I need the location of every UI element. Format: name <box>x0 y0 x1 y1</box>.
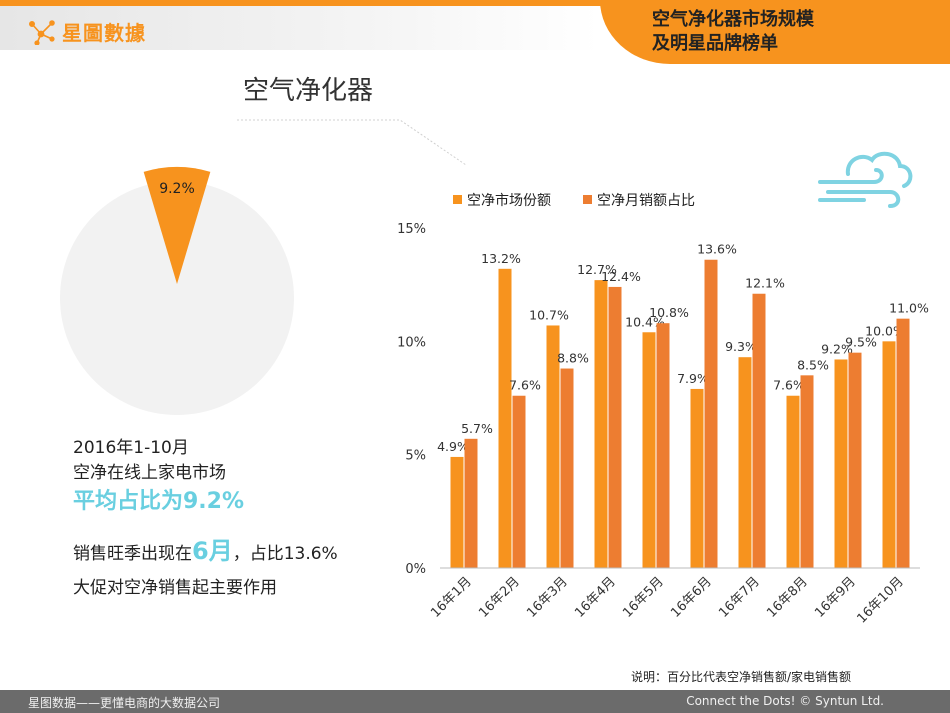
pie-highlight-slice <box>143 166 211 284</box>
data-label: 7.6% <box>509 378 541 393</box>
x-tick-label: 16年3月 <box>524 574 571 621</box>
bar-sales-ratio <box>800 375 814 568</box>
summary-promotion-note: 大促对空净销售起主要作用 <box>73 578 277 598</box>
x-tick-label: 16年10月 <box>854 574 906 626</box>
data-label: 8.5% <box>797 357 829 372</box>
bar-sales-ratio <box>560 368 574 568</box>
bars: 4.9% 5.7% 13.2% 7.6% 10.7% 8.8% 12.7%12.4% 10.4… <box>437 242 929 568</box>
data-label: 10.0% <box>865 323 905 338</box>
brand-logo: 星圖數據 <box>28 17 146 46</box>
bar-sales-ratio <box>848 352 862 568</box>
legend-swatch <box>453 195 462 204</box>
bar-market-share <box>594 280 608 568</box>
legend-swatch <box>583 195 592 204</box>
y-tick-label: 10% <box>397 335 426 350</box>
bar-market-share <box>498 268 512 568</box>
page-title-line-1: 空气净化器市场规模 <box>652 9 814 30</box>
logo-area: 星圖數據 <box>0 6 600 50</box>
peak-month-highlight: 6月 <box>192 537 233 565</box>
summary-period: 2016年1-10月 <box>73 438 189 458</box>
x-axis: 16年1月 16年2月 16年3月 16年4月 16年5月 16年6月 16年7月 16年8月… <box>428 567 920 627</box>
peak-suffix: ，占比13.6% <box>232 544 338 564</box>
bar-sales-ratio <box>608 286 622 568</box>
bar-sales-ratio <box>752 293 766 568</box>
data-label: 7.9% <box>677 371 709 386</box>
bar-sales-ratio <box>896 318 910 568</box>
bar-sales-ratio <box>656 323 670 568</box>
x-tick-label: 16年1月 <box>428 574 475 621</box>
data-label: 4.9% <box>437 439 469 454</box>
summary-peak-season: 销售旺季出现在6月，占比13.6% <box>73 531 338 566</box>
data-label: 12.7% <box>577 262 617 277</box>
bar-market-share <box>690 388 704 568</box>
chart-note: 说明：百分比代表空净销售额/家电销售额 <box>631 670 852 684</box>
x-tick-label: 16年6月 <box>668 574 715 621</box>
data-label: 13.2% <box>481 251 521 266</box>
x-tick-label: 16年2月 <box>476 574 523 621</box>
data-label: 13.6% <box>697 242 737 257</box>
data-label: 12.4% <box>601 269 641 284</box>
data-label: 11.0% <box>889 301 929 316</box>
footer-slogan: 星图数据——更懂电商的大数据公司 <box>28 696 221 710</box>
summary-average-share: 平均占比为9.2% <box>73 489 245 514</box>
footer-copyright: Connect the Dots! © Syntun Ltd. <box>686 694 884 708</box>
data-label: 5.7% <box>461 421 493 436</box>
wind-cloud-icon <box>818 151 913 208</box>
y-tick-label: 0% <box>405 562 426 577</box>
data-label: 7.6% <box>773 378 805 393</box>
pie-connector-line <box>237 119 467 166</box>
x-tick-label: 16年5月 <box>620 574 667 621</box>
x-tick-label: 16年7月 <box>716 574 763 621</box>
y-tick-label: 5% <box>405 449 426 464</box>
constellation-logo-icon <box>28 19 55 45</box>
data-label: 12.1% <box>745 276 785 291</box>
pie-remainder-slice <box>60 181 294 415</box>
top-accent-bar <box>0 0 950 6</box>
data-label: 10.7% <box>529 307 569 322</box>
data-label: 8.8% <box>557 351 589 366</box>
data-label: 9.5% <box>845 335 877 350</box>
bar-market-share <box>738 357 752 568</box>
bar-market-share <box>786 395 800 568</box>
bar-sales-ratio <box>512 395 526 568</box>
footer-bar: 星图数据——更懂电商的大数据公司 Connect the Dots! © Syn… <box>0 690 950 713</box>
logo-text: 星圖數據 <box>62 21 146 45</box>
x-tick-label: 16年9月 <box>812 574 859 621</box>
bar-sales-ratio <box>464 438 478 568</box>
legend-label: 空净市场份额 <box>467 192 551 209</box>
data-label: 9.2% <box>821 341 853 356</box>
pie-slice-label: 9.2% <box>159 181 195 197</box>
page-title-tab: 空气净化器市场规模 及明星品牌榜单 <box>600 0 950 64</box>
page-title-line-2: 及明星品牌榜单 <box>652 33 778 54</box>
peak-prefix: 销售旺季出现在 <box>73 544 192 564</box>
y-axis: 0% 5% 10% 15% <box>397 222 426 577</box>
x-tick-label: 16年4月 <box>572 574 619 621</box>
data-label: 10.8% <box>649 305 689 320</box>
data-label: 10.4% <box>625 314 665 329</box>
data-label: 9.3% <box>725 339 757 354</box>
chart-legend: 空净市场份额 空净月销额占比 <box>453 192 695 209</box>
legend-label: 空净月销额占比 <box>597 193 695 209</box>
y-tick-label: 15% <box>397 222 426 237</box>
bar-market-share <box>642 332 656 568</box>
bar-sales-ratio <box>704 259 718 568</box>
bar-market-share <box>834 359 848 568</box>
bar-market-share <box>450 456 464 568</box>
summary-market: 空净在线上家电市场 <box>73 463 226 483</box>
bar-market-share <box>882 341 896 568</box>
bar-market-share <box>546 325 560 568</box>
x-tick-label: 16年8月 <box>764 574 811 621</box>
pie-title: 空气净化器 <box>243 76 374 106</box>
